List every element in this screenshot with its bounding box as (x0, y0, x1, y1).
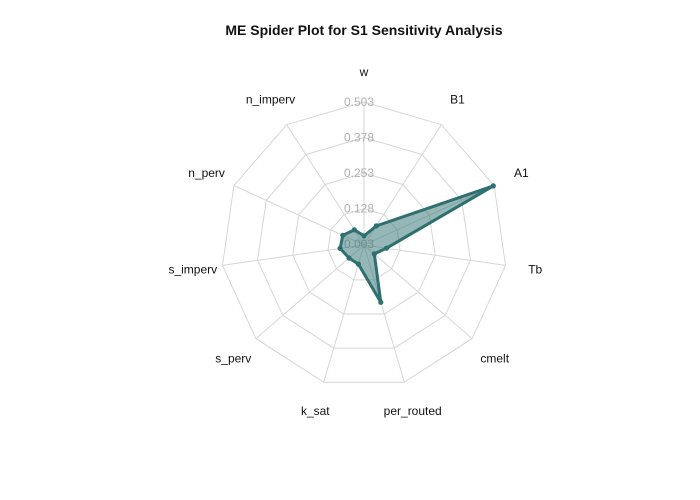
tick-label-1: 0.128 (344, 202, 374, 216)
axis-label-n-perv: n_perv (188, 166, 225, 180)
tick-label-3: 0.378 (344, 131, 374, 145)
axis-label-Tb: Tb (528, 263, 542, 277)
data-point-s_perv (346, 255, 352, 261)
data-point-per_routed (378, 299, 384, 305)
spoke-n_imperv (286, 124, 365, 246)
radar-axis-labels: w B1 A1 Tb cmelt per_routed k_sat s_perv s_imper… (168, 65, 542, 418)
axis-label-A1: A1 (514, 166, 529, 180)
chart-title: ME Spider Plot for S1 Sensitivity Analys… (225, 22, 502, 38)
axis-label-n-imperv: n_imperv (246, 93, 295, 107)
data-point-A1 (490, 183, 496, 189)
axis-label-cmelt: cmelt (480, 351, 509, 365)
axis-label-s-perv: s_perv (215, 351, 251, 365)
axis-label-B1: B1 (450, 93, 465, 107)
tick-label-4: 0.503 (344, 95, 374, 109)
data-point-n_imperv (351, 227, 357, 233)
grid-ring-3 (257, 136, 471, 349)
spoke-cmelt (363, 244, 473, 339)
tick-label-2: 0.253 (344, 166, 374, 180)
data-point-B1 (373, 223, 379, 229)
radar-series (337, 183, 496, 305)
data-point-n_perv (340, 232, 346, 238)
data-point-k_sat (355, 261, 361, 267)
data-point-w (361, 233, 367, 239)
data-point-s_imperv (337, 245, 343, 251)
axis-label-w: w (359, 65, 369, 79)
spoke-k_sat (323, 244, 365, 383)
spoke-s_perv (255, 244, 365, 339)
axis-label-k-sat: k_sat (301, 404, 330, 418)
axis-label-s-imperv: s_imperv (168, 263, 217, 277)
data-point-Tb (383, 245, 390, 251)
axis-label-per-routed: per_routed (384, 404, 442, 418)
data-point-cmelt (371, 251, 377, 257)
grid-ring-4 (221, 101, 507, 383)
